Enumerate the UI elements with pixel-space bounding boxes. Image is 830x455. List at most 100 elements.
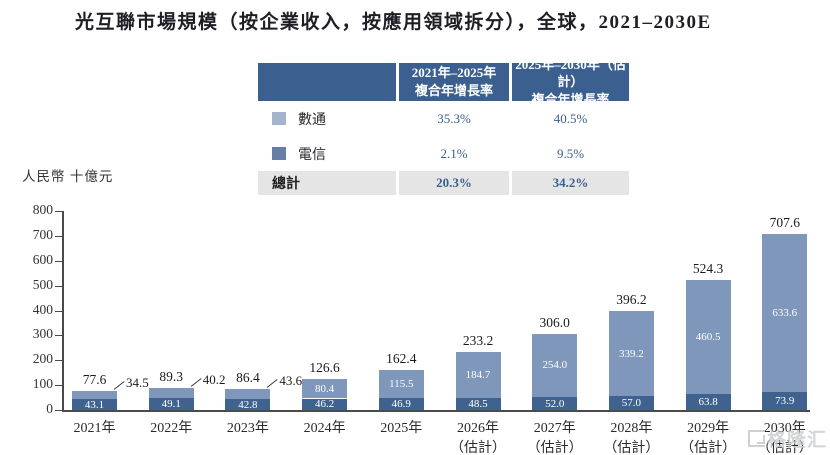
bar-total-label: 707.6 <box>769 215 800 230</box>
x-tick-label: 2026年 （估計） <box>450 421 506 455</box>
datacom-value-label: 633.6 <box>772 306 798 319</box>
bar-segment-telecom <box>225 399 271 410</box>
bar-segment-telecom <box>762 391 808 410</box>
datacom-value-label: 460.5 <box>695 330 721 343</box>
y-tick-mark <box>55 335 62 337</box>
datacom-cagr-2: 40.5% <box>553 110 588 126</box>
datacom-value-label: 339.2 <box>619 347 644 360</box>
datacom-label: 數通 <box>298 112 326 128</box>
bar-segment-telecom <box>455 397 501 410</box>
telecom-value-label: 52.0 <box>545 397 565 410</box>
bar-total-label: 524.3 <box>692 260 724 276</box>
y-tick-mark <box>55 310 62 312</box>
y-tick-mark <box>55 385 62 387</box>
y-tick-label: 100 <box>32 376 53 392</box>
x-tick-label: 2030年 （估計） <box>756 421 813 455</box>
datacom-value-label: 115.5 <box>389 377 414 390</box>
y-tick-label: 600 <box>32 251 53 267</box>
telecom-value-label: 46.9 <box>391 398 411 411</box>
chart-title: 光互聯市場規模（按企業收入，按應用領域拆分），全球，2021–2030E <box>75 12 712 33</box>
bar-segment-telecom <box>72 399 117 410</box>
bar-segment-datacom <box>532 333 578 398</box>
telecom-cagr-1: 2.1% <box>440 145 468 161</box>
y-tick-label: 0 <box>46 401 53 416</box>
telecom-value-label: 49.1 <box>161 397 181 410</box>
watermark-logo-icon <box>747 430 765 447</box>
watermark-text: 格隆汇 <box>766 430 827 451</box>
y-axis-unit-label: 人民幣 十億元 <box>22 169 114 184</box>
bar-total-label: 306.0 <box>539 314 570 330</box>
bar-total-label: 162.4 <box>386 350 417 366</box>
bar-total-label: 89.3 <box>159 368 183 384</box>
bar-segment-datacom <box>148 387 194 398</box>
table-corner-cell <box>258 63 396 101</box>
x-axis-line <box>62 410 810 412</box>
telecom-value-label: 57.0 <box>621 396 642 409</box>
x-tick-label: 2027年 （估計） <box>526 421 583 455</box>
bar-segment-datacom <box>302 378 348 399</box>
bar-segment-datacom <box>455 351 501 398</box>
telecom-value-label: 63.8 <box>698 396 718 409</box>
bar-segment-datacom <box>378 369 424 399</box>
legend-row-datacom: 數通 <box>258 101 396 136</box>
telecom-cagr-2: 9.5% <box>556 145 585 161</box>
datacom-legend-swatch <box>272 112 286 125</box>
bar-total-label: 126.6 <box>309 359 340 375</box>
x-tick-label: 2029年 （估計） <box>680 421 737 455</box>
datacom-cagr-1: 35.3% <box>437 110 471 126</box>
y-tick-label: 700 <box>32 226 53 242</box>
y-tick-label: 500 <box>32 276 53 292</box>
telecom-value-label: 73.9 <box>775 394 795 407</box>
y-tick-mark <box>55 260 62 262</box>
y-tick-label: 200 <box>32 351 53 367</box>
y-tick-label: 400 <box>32 301 53 317</box>
total-cagr-1: 20.3% <box>399 171 509 195</box>
datacom-value-label: 184.7 <box>465 368 491 381</box>
telecom-value-label: 46.2 <box>314 398 335 411</box>
y-tick-label: 300 <box>32 326 53 342</box>
x-tick-label: 2022年 <box>150 421 193 436</box>
telecom-value-label: 43.1 <box>84 398 105 411</box>
telecom-legend-swatch <box>272 147 286 160</box>
y-tick-mark <box>55 211 62 212</box>
bar-segment-telecom <box>685 394 731 410</box>
bar-segment-telecom <box>378 398 424 410</box>
bar-segment-datacom <box>72 390 117 400</box>
datacom-value-callout: 40.2 <box>202 371 226 387</box>
bar-segment-datacom <box>225 388 271 400</box>
telecom-value-label: 42.8 <box>238 398 258 411</box>
bar-segment-telecom <box>302 398 348 410</box>
bar-segment-datacom <box>608 311 654 396</box>
legend-row-telecom: 電信 <box>258 136 396 171</box>
datacom-value-callout: 34.5 <box>126 374 149 390</box>
telecom-label: 電信 <box>298 147 326 163</box>
y-tick-label: 800 <box>32 202 53 217</box>
bar-segment-telecom <box>608 395 654 410</box>
bar-total-label: 86.4 <box>236 369 260 385</box>
total-row-label: 總計 <box>258 171 396 195</box>
telecom-value-label: 48.5 <box>468 397 488 410</box>
bar-segment-datacom <box>762 234 808 392</box>
total-cagr-2: 34.2% <box>512 171 629 195</box>
y-axis-line <box>62 211 64 410</box>
bar-total-label: 77.6 <box>82 371 107 387</box>
y-tick-mark <box>55 410 62 411</box>
x-tick-label: 2023年 <box>226 421 269 436</box>
datacom-value-label: 254.0 <box>542 359 568 372</box>
x-tick-label: 2024年 <box>303 421 346 436</box>
bar-segment-datacom <box>685 279 731 395</box>
cagr-table: 2021年–2025年 複合年增長率 2025年–2030年（估計） 複合年增長… <box>258 57 629 195</box>
bar-total-label: 233.2 <box>462 332 494 348</box>
bar-segment-telecom <box>532 397 578 410</box>
x-tick-label: 2028年 （估計） <box>603 421 660 455</box>
y-tick-mark <box>55 285 62 287</box>
table-header-2021-2025: 2021年–2025年 複合年增長率 <box>399 63 509 101</box>
y-tick-mark <box>55 360 62 362</box>
watermark: 格隆汇 <box>747 425 827 452</box>
bar-segment-telecom <box>148 397 194 410</box>
y-tick-mark <box>55 235 62 237</box>
x-tick-label: 2021年 <box>73 421 116 436</box>
datacom-value-label: 80.4 <box>314 382 335 395</box>
